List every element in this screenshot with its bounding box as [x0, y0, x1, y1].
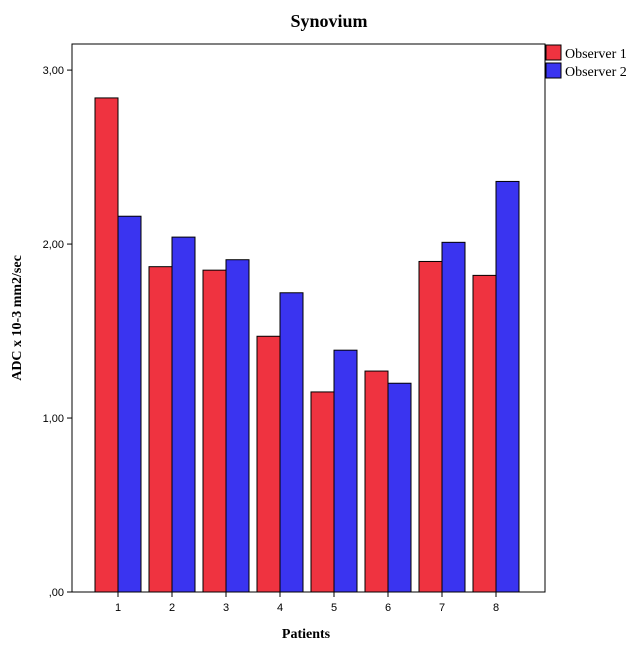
bar-1-7	[418, 260, 443, 593]
bar-1-8	[472, 274, 497, 593]
bar-2-6	[387, 382, 412, 593]
bar-1-5	[310, 391, 335, 593]
bar-1-1	[94, 97, 119, 593]
legend: Observer 1 Observer 2	[545, 44, 627, 80]
bar-1-3	[202, 269, 227, 593]
bar-2-4	[279, 292, 304, 593]
legend-label-2: Observer 2	[565, 65, 627, 80]
bar-2-5	[333, 349, 358, 593]
bar-2-8	[495, 180, 520, 593]
x-tick-label: 1	[115, 602, 121, 614]
legend-swatch-2	[545, 62, 562, 79]
x-tick-label: 2	[169, 602, 175, 614]
y-tick-label: ,00	[49, 587, 64, 599]
x-axis-label: Patients	[282, 627, 331, 642]
x-tick-label: 7	[439, 602, 445, 614]
y-tick-label: 3,00	[43, 65, 64, 77]
y-axis-label: ADC x 10-3 mm2/sec	[10, 255, 25, 381]
plot-frame	[71, 43, 546, 593]
legend-swatch-1	[545, 44, 562, 61]
plot-area: ,00 1,00 2,00 3,00 1 2 3 4 5 6 7 8	[43, 43, 546, 614]
bar-2-1	[117, 215, 142, 593]
bar-1-6	[364, 370, 389, 593]
y-tick-label: 1,00	[43, 413, 64, 425]
legend-label-1: Observer 1	[565, 47, 627, 62]
bar-2-2	[171, 236, 196, 593]
x-tick-label: 8	[493, 602, 499, 614]
bar-1-2	[148, 266, 173, 593]
x-tick-label: 5	[331, 602, 337, 614]
x-tick-label: 6	[385, 602, 391, 614]
x-tick-label: 3	[223, 602, 229, 614]
bar-1-4	[256, 335, 281, 593]
x-tick-label: 4	[277, 602, 283, 614]
chart-title: Synovium	[290, 11, 367, 31]
bar-2-3	[225, 259, 250, 593]
bar-2-7	[441, 241, 466, 593]
y-tick-label: 2,00	[43, 239, 64, 251]
